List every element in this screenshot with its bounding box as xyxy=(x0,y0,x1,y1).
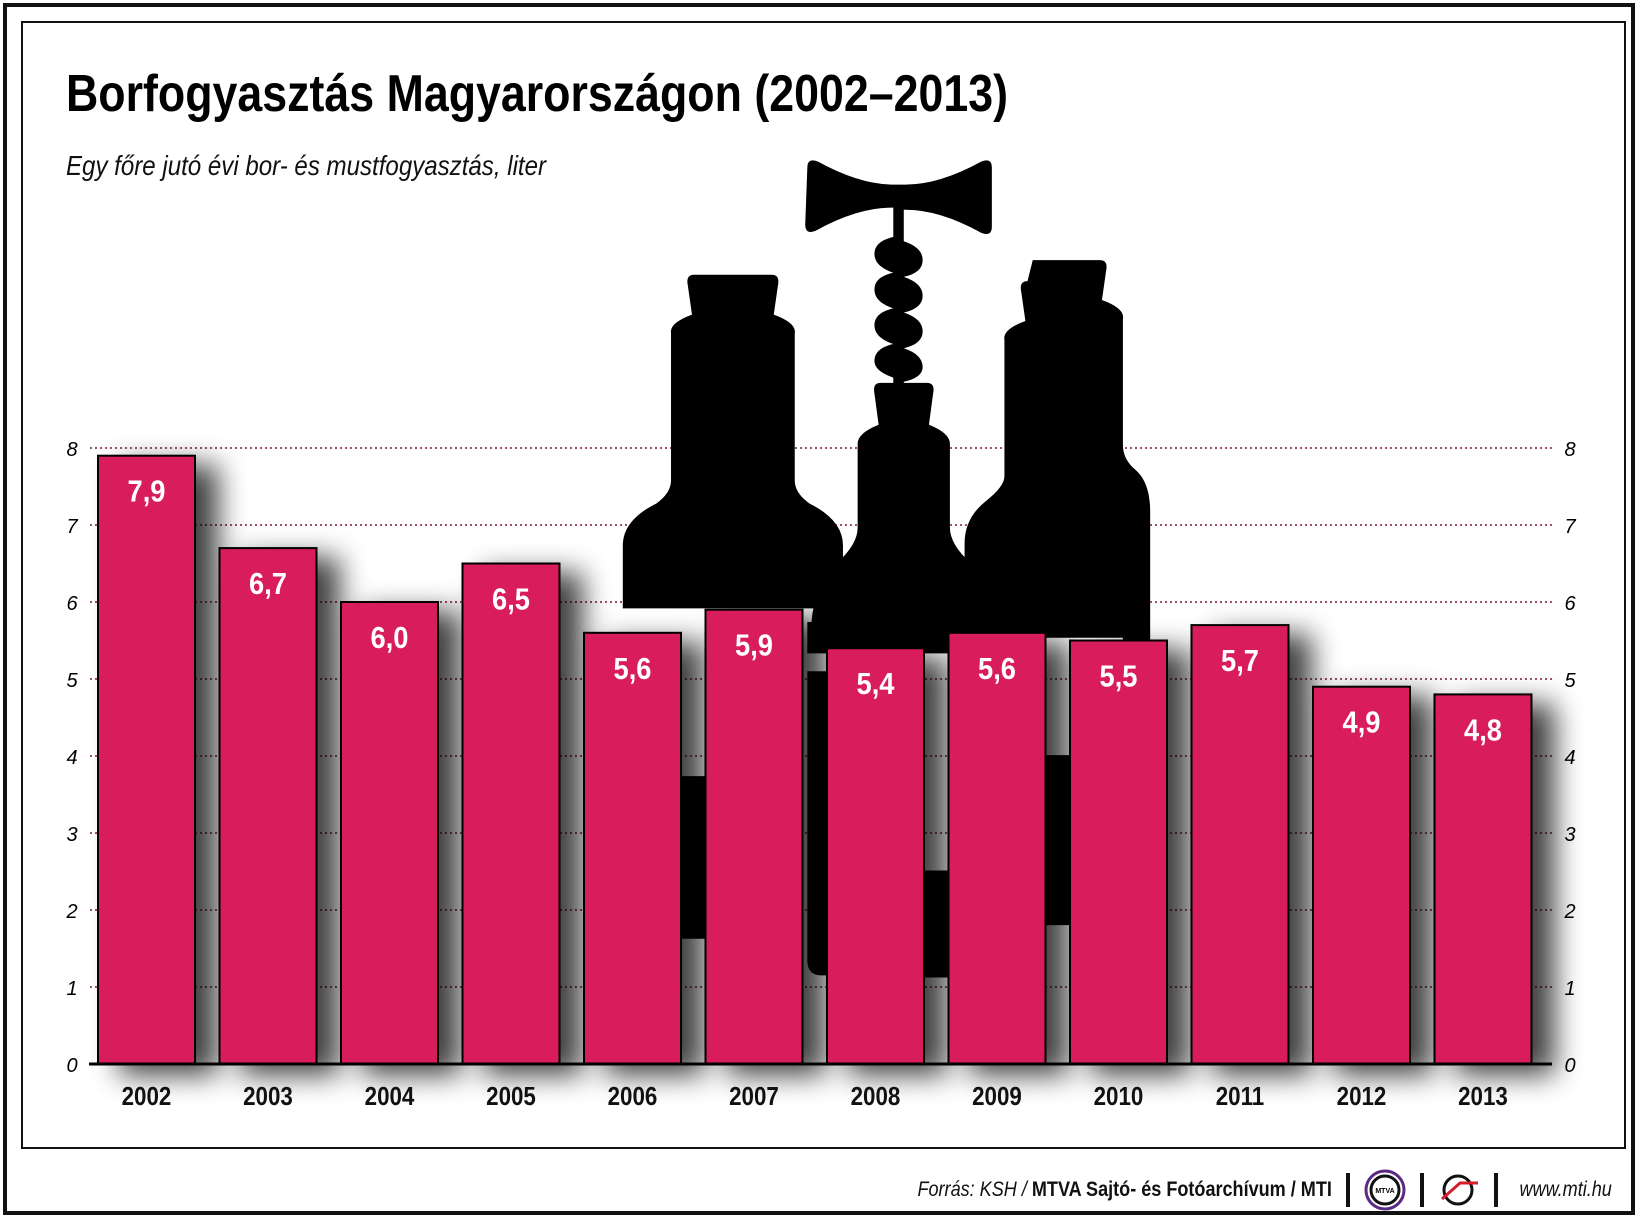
y-tick-label-right: 8 xyxy=(1564,439,1575,461)
y-tick-label-right: 6 xyxy=(1564,593,1576,615)
divider xyxy=(1493,1173,1498,1207)
x-tick-label: 2002 xyxy=(122,1082,172,1111)
data-label: 6,0 xyxy=(371,621,409,655)
y-tick-label-left: 3 xyxy=(66,824,77,846)
y-tick-label-left: 4 xyxy=(66,747,77,769)
left-bottle-icon xyxy=(622,274,843,939)
data-label: 6,5 xyxy=(492,583,530,617)
data-label: 5,5 xyxy=(1100,660,1138,694)
chart-frame xyxy=(21,21,1626,1149)
x-tick-label: 2009 xyxy=(972,1082,1022,1111)
bar-2004 xyxy=(340,601,439,1065)
mti-logo-icon xyxy=(1440,1174,1478,1206)
chart-subtitle: Egy főre jutó évi bor- és mustfogyasztás… xyxy=(66,150,547,181)
y-tick-label-right: 4 xyxy=(1564,747,1575,769)
y-tick-label-left: 6 xyxy=(66,593,78,615)
data-label: 5,6 xyxy=(614,652,652,686)
x-tick-label: 2004 xyxy=(365,1082,415,1111)
bar-2012 xyxy=(1312,685,1411,1065)
website-link[interactable]: www.mti.hu xyxy=(1519,1178,1612,1201)
bar-2007 xyxy=(704,608,804,1065)
bars-group xyxy=(97,454,1533,1066)
x-tick-label: 2013 xyxy=(1458,1082,1508,1111)
outer-frame xyxy=(3,3,1635,1215)
mtva-logo-icon: MTVA xyxy=(1364,1169,1406,1211)
y-tick-label-right: 7 xyxy=(1564,516,1576,538)
divider xyxy=(1419,1173,1424,1207)
x-tick-label: 2003 xyxy=(243,1082,293,1111)
y-tick-label-right: 1 xyxy=(1564,978,1575,1000)
x-tick-label: 2011 xyxy=(1216,1082,1264,1111)
data-label: 7,9 xyxy=(128,475,166,509)
bar-2005 xyxy=(461,562,561,1065)
y-tick-label-left: 1 xyxy=(66,978,77,1000)
data-label: 4,8 xyxy=(1464,714,1502,748)
x-tick-label: 2006 xyxy=(608,1082,658,1111)
data-label: 6,7 xyxy=(249,568,287,602)
source-agency: MTVA Sajtó- és Fotóarchívum / MTI xyxy=(1031,1178,1332,1201)
bar-2006 xyxy=(583,631,682,1065)
y-tick-label-left: 7 xyxy=(66,516,78,538)
y-tick-label-right: 5 xyxy=(1564,670,1576,692)
x-tick-label: 2005 xyxy=(486,1082,536,1111)
y-tick-label-right: 0 xyxy=(1564,1055,1575,1077)
bar-2003 xyxy=(218,547,318,1065)
x-tick-label: 2007 xyxy=(729,1082,779,1111)
right-bottle-icon xyxy=(964,260,1151,926)
svg-text:MTVA: MTVA xyxy=(1375,1188,1394,1195)
bar-2010 xyxy=(1069,639,1168,1065)
y-tick-label-left: 5 xyxy=(66,670,78,692)
y-tick-label-left: 2 xyxy=(65,901,77,923)
data-label: 5,6 xyxy=(978,652,1016,686)
x-tick-label: 2010 xyxy=(1094,1082,1144,1111)
y-tick-label-right: 2 xyxy=(1563,901,1575,923)
divider xyxy=(1345,1173,1350,1207)
footer: Forrás: KSH / MTVA Sajtó- és Fotóarchívu… xyxy=(850,1169,1619,1211)
bar-2011 xyxy=(1190,624,1290,1065)
source-credit: Forrás: KSH / MTVA Sajtó- és Fotóarchívu… xyxy=(917,1178,1331,1202)
data-label: 4,9 xyxy=(1343,706,1381,740)
data-label: 5,9 xyxy=(735,629,773,663)
x-tick-label: 2008 xyxy=(851,1082,901,1111)
corkscrew-icon xyxy=(805,160,992,397)
y-tick-label-left: 8 xyxy=(66,439,77,461)
data-label: 5,7 xyxy=(1221,645,1259,679)
y-tick-label-right: 3 xyxy=(1564,824,1575,846)
bar-2002 xyxy=(97,454,196,1065)
bar-2008 xyxy=(826,647,925,1065)
x-tick-label: 2012 xyxy=(1337,1082,1387,1111)
chart-title: Borfogyasztás Magyarországon (2002–2013) xyxy=(66,65,1008,123)
y-tick-label-left: 0 xyxy=(66,1055,77,1077)
bar-2009 xyxy=(947,631,1047,1065)
data-label: 5,4 xyxy=(857,668,896,702)
source-prefix: Forrás: KSH / xyxy=(917,1178,1032,1201)
bar-2013 xyxy=(1433,693,1533,1066)
